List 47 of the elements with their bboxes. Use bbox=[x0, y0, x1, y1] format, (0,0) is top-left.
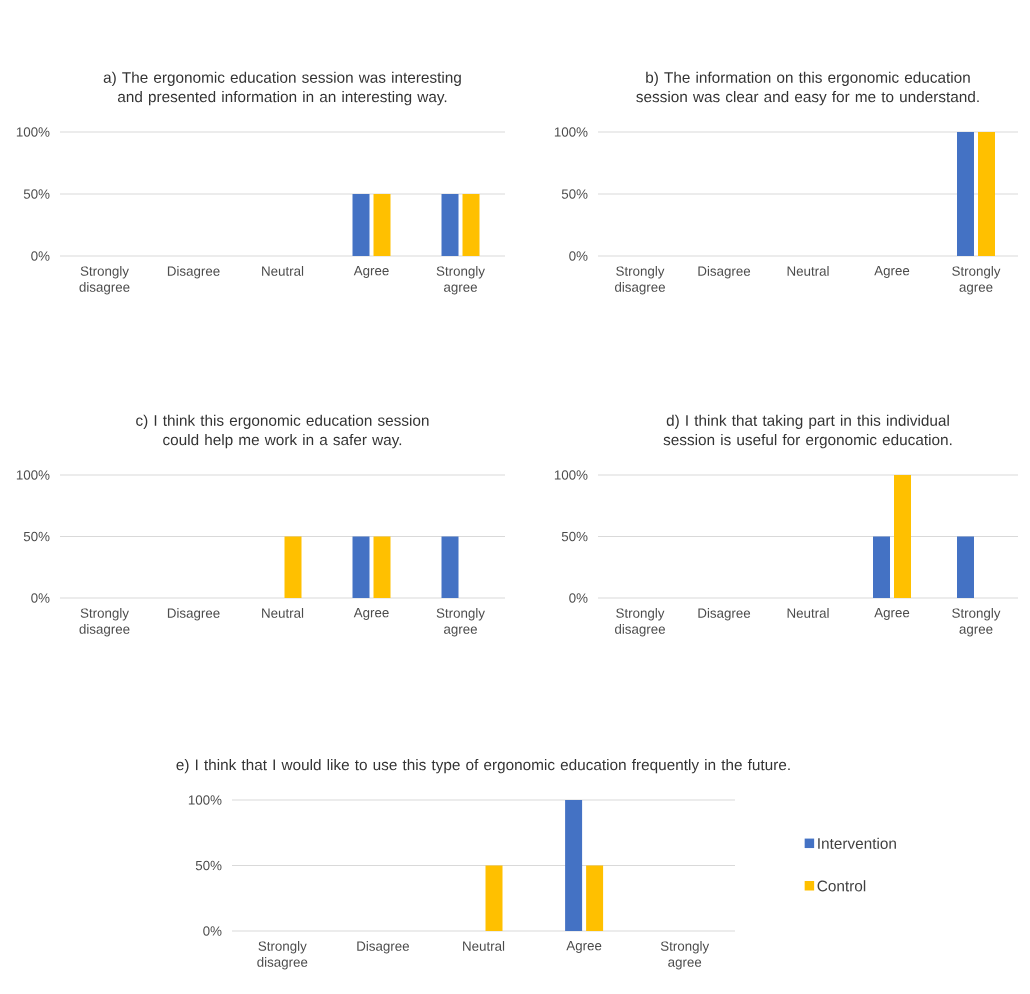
chart-title: b) The information on this ergonomic education session was clear and easy for me to understand. bbox=[636, 71, 979, 106]
y-tick-label: 0% bbox=[203, 926, 222, 936]
y-tick-label: 50% bbox=[195, 860, 222, 871]
legend-label: Control bbox=[817, 880, 866, 892]
y-tick-label: 50% bbox=[561, 531, 588, 542]
y-tick-label: 100% bbox=[16, 127, 50, 137]
x-tick-label: Strongly agree bbox=[660, 941, 710, 970]
x-tick-label: Strongly disagree bbox=[79, 608, 130, 637]
x-tick-label: Neutral bbox=[787, 608, 829, 618]
x-tick-label: Disagree bbox=[698, 608, 751, 621]
x-tick-label: Strongly agree bbox=[952, 608, 1001, 637]
x-tick-label: Strongly disagree bbox=[615, 608, 665, 637]
x-tick-label: Neutral bbox=[262, 608, 304, 618]
x-tick-label: Strongly agree bbox=[436, 266, 485, 295]
x-tick-label: Strongly disagree bbox=[79, 266, 130, 295]
x-tick-label: Strongly agree bbox=[436, 608, 485, 637]
y-tick-label: 100% bbox=[554, 127, 588, 137]
x-tick-label: Disagree bbox=[167, 266, 220, 279]
chart-title: a) The ergonomic education session was interesting and presented information in an interesting way. bbox=[103, 71, 461, 106]
y-tick-label: 50% bbox=[23, 531, 50, 542]
x-tick-label: Disagree bbox=[167, 608, 220, 621]
chart-title: d) I think that taking part in this individual session is useful for ergonomic education. bbox=[663, 414, 952, 449]
y-tick-label: 100% bbox=[16, 470, 50, 480]
x-tick-label: Neutral bbox=[262, 266, 304, 276]
x-tick-label: Strongly disagree bbox=[257, 941, 308, 970]
x-tick-label: Neutral bbox=[463, 941, 505, 951]
y-tick-label: 0% bbox=[31, 593, 50, 603]
x-tick-label: Strongly disagree bbox=[615, 266, 665, 295]
y-tick-label: 100% bbox=[188, 795, 222, 805]
x-tick-label: Disagree bbox=[698, 266, 751, 279]
x-tick-label: Agree bbox=[874, 266, 910, 278]
y-tick-label: 50% bbox=[23, 189, 50, 199]
x-tick-label: Agree bbox=[566, 941, 602, 953]
x-tick-label: Disagree bbox=[357, 941, 409, 954]
x-tick-label: Agree bbox=[874, 608, 910, 620]
x-tick-label: Neutral bbox=[787, 266, 829, 276]
y-tick-label: 50% bbox=[561, 189, 588, 199]
y-tick-label: 100% bbox=[554, 470, 588, 480]
x-tick-label: Agree bbox=[353, 608, 389, 620]
legend-label: Intervention bbox=[818, 837, 896, 849]
y-tick-label: 0% bbox=[569, 251, 588, 261]
y-tick-label: 0% bbox=[31, 251, 50, 261]
x-tick-label: Strongly agree bbox=[952, 266, 1001, 295]
chart-title: c) I think this ergonomic education session could help me work in a safer way. bbox=[136, 414, 429, 449]
y-tick-label: 0% bbox=[569, 593, 588, 603]
x-tick-label: Agree bbox=[353, 266, 389, 278]
chart-title: e) I think that I would like to use this type of ergonomic education frequently in the future. bbox=[176, 758, 790, 774]
